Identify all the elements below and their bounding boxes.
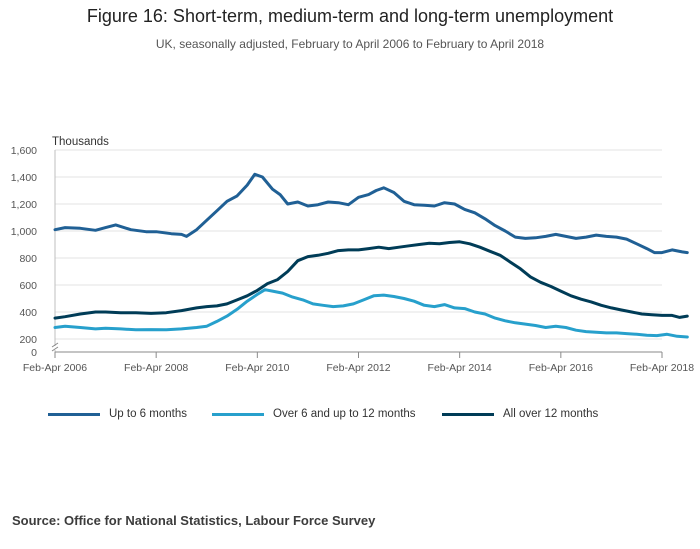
legend-label: Up to 6 months: [109, 408, 187, 420]
legend-item-long-term[interactable]: All over 12 months: [442, 408, 598, 420]
series-line-1[interactable]: [53, 172, 689, 255]
y-tick-label: 600: [19, 280, 37, 292]
x-axis-ticks: Feb-Apr 2006 Feb-Apr 2008 Feb-Apr 2010 Feb-…: [23, 352, 694, 374]
x-tick-label: Feb-Apr 2018: [630, 362, 694, 374]
y-tick-label: 400: [19, 307, 37, 319]
x-tick-label: Feb-Apr 2016: [529, 362, 593, 374]
y-tick-label: 0: [31, 347, 37, 359]
legend-label: Over 6 and up to 12 months: [273, 408, 416, 420]
source-note: Source: Office for National Statistics, …: [12, 513, 376, 528]
x-tick-label: Feb-Apr 2014: [428, 362, 492, 374]
y-tick-label: 1,000: [11, 226, 37, 238]
series-lines: [53, 172, 689, 339]
axis-break-mark: [51, 342, 59, 348]
chart-title: Figure 16: Short-term, medium-term and l…: [86, 6, 614, 26]
legend-swatch: [212, 412, 264, 416]
axis-break-mark: [51, 346, 59, 352]
x-tick-label: Feb-Apr 2008: [124, 362, 188, 374]
legend: Up to 6 months Over 6 and up to 12 month…: [0, 408, 700, 426]
y-tick-label: 200: [19, 334, 37, 346]
legend-item-short-term[interactable]: Up to 6 months: [48, 408, 187, 420]
x-tick-label: Feb-Apr 2012: [326, 362, 390, 374]
y-axis-label: Thousands: [52, 136, 109, 148]
series-line-2[interactable]: [53, 288, 689, 339]
y-tick-label: 800: [19, 253, 37, 265]
x-tick-label: Feb-Apr 2010: [225, 362, 289, 374]
legend-swatch: [442, 412, 494, 416]
legend-item-medium-term[interactable]: Over 6 and up to 12 months: [212, 408, 416, 420]
x-tick-label: Feb-Apr 2006: [23, 362, 87, 374]
y-tick-label: 1,400: [11, 172, 37, 184]
chart-subtitle: UK, seasonally adjusted, February to Apr…: [155, 37, 545, 51]
legend-swatch: [48, 412, 100, 416]
series-line-3[interactable]: [53, 240, 689, 320]
y-tick-label: 1,200: [11, 199, 37, 211]
legend-label: All over 12 months: [503, 408, 599, 420]
y-tick-label: 1,600: [11, 145, 37, 157]
